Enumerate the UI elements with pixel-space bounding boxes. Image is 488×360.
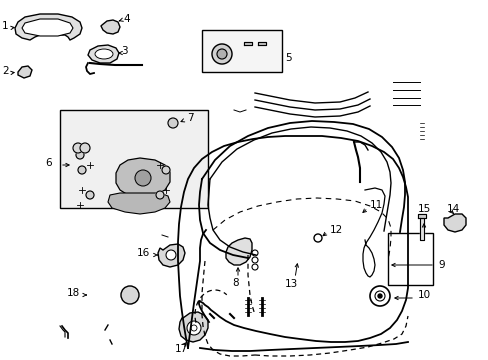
Circle shape: [86, 191, 94, 199]
Text: 16: 16: [137, 248, 150, 258]
Polygon shape: [88, 45, 119, 63]
Text: 9: 9: [437, 260, 444, 270]
Polygon shape: [179, 312, 207, 342]
Text: 5: 5: [285, 53, 291, 63]
Circle shape: [76, 151, 84, 159]
Circle shape: [168, 118, 178, 128]
Text: 4: 4: [123, 14, 129, 24]
Circle shape: [165, 250, 176, 260]
Polygon shape: [258, 42, 265, 45]
Circle shape: [377, 294, 381, 298]
Circle shape: [80, 143, 90, 153]
Text: 8: 8: [231, 278, 238, 288]
Circle shape: [251, 257, 258, 263]
Text: 12: 12: [329, 225, 343, 235]
Circle shape: [313, 234, 321, 242]
Text: 11: 11: [369, 200, 383, 210]
Polygon shape: [18, 66, 32, 78]
Text: 6: 6: [45, 158, 52, 168]
Circle shape: [121, 286, 139, 304]
Circle shape: [162, 166, 170, 174]
Polygon shape: [417, 214, 425, 218]
Polygon shape: [419, 218, 423, 240]
Circle shape: [186, 321, 201, 335]
Text: 10: 10: [417, 290, 430, 300]
Polygon shape: [15, 14, 82, 40]
Circle shape: [73, 143, 83, 153]
Polygon shape: [22, 19, 73, 36]
Ellipse shape: [95, 49, 113, 59]
Circle shape: [135, 170, 151, 186]
Polygon shape: [244, 42, 251, 45]
Circle shape: [156, 191, 163, 199]
Text: 17: 17: [175, 344, 188, 354]
Text: 1: 1: [2, 21, 9, 31]
Bar: [60, 110, 207, 208]
Polygon shape: [158, 244, 184, 267]
Polygon shape: [108, 193, 170, 214]
Text: 18: 18: [67, 288, 80, 298]
Circle shape: [374, 291, 384, 301]
Circle shape: [251, 264, 258, 270]
Text: 2: 2: [2, 66, 9, 76]
Polygon shape: [101, 20, 120, 34]
Circle shape: [251, 250, 258, 256]
Circle shape: [369, 286, 389, 306]
Polygon shape: [225, 238, 251, 265]
Text: 13: 13: [285, 279, 298, 289]
Circle shape: [212, 44, 231, 64]
Text: 15: 15: [417, 204, 430, 214]
Text: 7: 7: [186, 113, 193, 123]
Polygon shape: [443, 214, 465, 232]
Bar: [202, 30, 282, 72]
Text: 3: 3: [121, 46, 127, 56]
Circle shape: [217, 49, 226, 59]
Bar: [387, 233, 432, 285]
Text: 14: 14: [446, 204, 459, 214]
Polygon shape: [116, 158, 170, 197]
Circle shape: [78, 166, 86, 174]
